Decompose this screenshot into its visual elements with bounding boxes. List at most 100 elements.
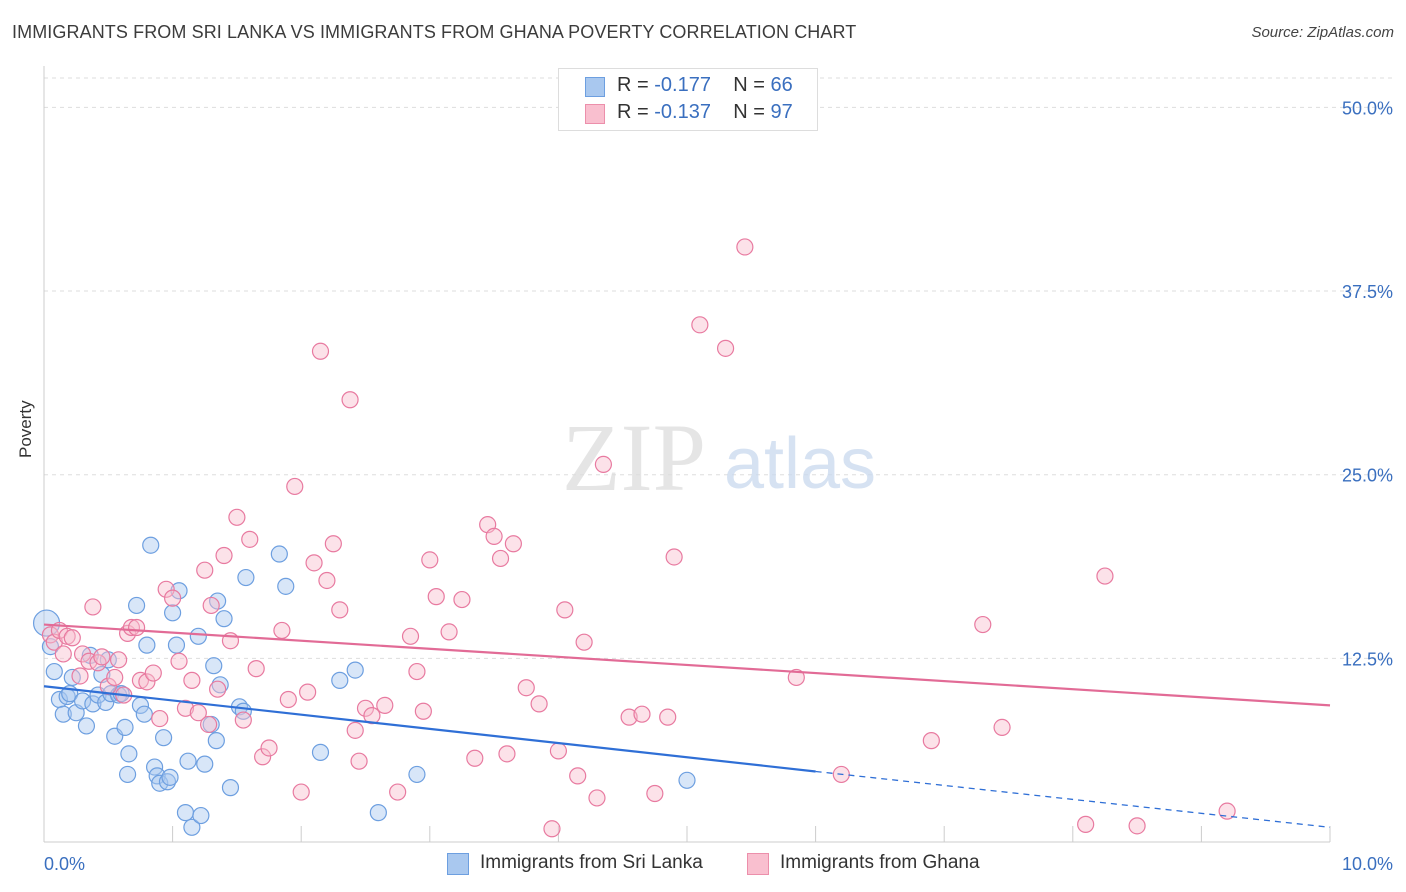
point-sri-lanka	[189, 627, 207, 645]
y-tick-label: 50.0%	[1342, 98, 1393, 118]
point-ghana	[71, 667, 89, 685]
point-ghana	[517, 679, 535, 697]
legend-r-label: R =	[617, 101, 655, 123]
point-ghana	[556, 601, 574, 619]
point-ghana	[1077, 815, 1095, 833]
point-ghana	[324, 535, 342, 553]
chart-title: IMMIGRANTS FROM SRI LANKA VS IMMIGRANTS …	[12, 22, 857, 42]
watermark-zip: ZIP	[562, 404, 706, 511]
watermark-atlas: atlas	[724, 424, 876, 504]
point-ghana	[414, 702, 432, 720]
point-sri-lanka	[270, 545, 288, 563]
series-label-ghana: Immigrants from Ghana	[780, 852, 980, 873]
data-points	[32, 238, 1236, 838]
trend-line-ghana	[43, 623, 1331, 707]
point-ghana	[131, 671, 150, 689]
point-sri-lanka	[207, 732, 225, 750]
point-ghana	[691, 316, 709, 334]
point-ghana	[202, 596, 220, 615]
legend-r-value: -0.177	[654, 74, 711, 96]
point-sri-lanka	[678, 771, 696, 789]
point-ghana	[292, 783, 310, 801]
point-sri-lanka	[164, 604, 182, 622]
point-ghana	[341, 391, 359, 409]
point-ghana	[279, 690, 297, 709]
point-sri-lanka	[73, 692, 92, 710]
point-ghana	[54, 645, 72, 663]
point-ghana	[543, 820, 561, 838]
point-sri-lanka	[237, 568, 255, 587]
legend-n-value: 97	[770, 101, 793, 123]
point-ghana	[440, 623, 458, 641]
x-tick-label-min: 0.0%	[44, 854, 85, 874]
x-tick-label-max: 10.0%	[1342, 854, 1393, 874]
point-ghana	[286, 477, 304, 496]
point-sri-lanka	[346, 661, 364, 679]
point-ghana	[716, 339, 735, 357]
point-ghana	[138, 673, 156, 691]
legend-r-label: R =	[617, 74, 655, 96]
point-sri-lanka	[32, 609, 61, 637]
point-ghana	[498, 745, 516, 763]
point-ghana	[588, 789, 606, 807]
point-sri-lanka	[142, 536, 160, 554]
legend-r-value: -0.137	[654, 101, 711, 123]
point-ghana	[350, 752, 368, 770]
point-ghana	[183, 671, 201, 689]
point-sri-lanka	[369, 804, 387, 822]
point-ghana	[189, 704, 207, 722]
point-ghana	[318, 571, 336, 590]
trend-line-sri-lanka-extrapolated	[815, 770, 1331, 828]
point-ghana	[311, 342, 330, 360]
legend-swatch-sri-lanka	[585, 77, 605, 97]
point-sri-lanka	[116, 718, 134, 737]
series-label-sri-lanka: Immigrants from Sri Lanka	[480, 852, 703, 873]
point-ghana	[209, 680, 227, 698]
point-sri-lanka	[167, 636, 186, 654]
point-ghana	[215, 546, 233, 565]
point-ghana	[144, 664, 162, 682]
point-ghana	[453, 590, 471, 609]
point-ghana	[260, 739, 278, 757]
point-ghana	[993, 718, 1011, 737]
point-ghana	[196, 561, 214, 579]
point-ghana	[170, 652, 188, 670]
point-ghana	[466, 749, 484, 767]
point-ghana	[491, 549, 510, 568]
point-sri-lanka	[84, 695, 102, 713]
point-sri-lanka	[54, 705, 72, 723]
point-sri-lanka	[205, 657, 223, 675]
point-sri-lanka	[135, 705, 153, 723]
point-ghana	[241, 530, 259, 548]
point-ghana	[1096, 567, 1114, 585]
point-sri-lanka	[196, 755, 214, 773]
point-ghana	[504, 535, 522, 553]
point-ghana	[234, 711, 252, 729]
point-sri-lanka	[183, 818, 201, 836]
point-ghana	[427, 588, 445, 606]
point-ghana	[787, 668, 805, 687]
point-sri-lanka	[192, 806, 210, 825]
point-ghana	[1128, 817, 1146, 835]
point-sri-lanka	[176, 804, 195, 822]
point-ghana	[408, 662, 426, 681]
point-ghana	[151, 709, 169, 728]
trend-lines	[43, 623, 1331, 828]
point-sri-lanka	[77, 717, 96, 735]
point-ghana	[922, 732, 940, 750]
point-ghana	[273, 621, 291, 640]
point-sri-lanka	[331, 671, 349, 689]
tick-labels: 12.5% 25.0% 37.5% 50.0% 0.0% 10.0%	[44, 98, 1393, 874]
point-ghana	[122, 618, 141, 637]
point-ghana	[569, 767, 587, 785]
legend-n-label: N =	[733, 101, 771, 123]
point-sri-lanka	[311, 743, 330, 761]
point-ghana	[247, 660, 265, 678]
axes	[43, 66, 1331, 843]
legend-n-label: N =	[733, 74, 771, 96]
point-ghana	[93, 648, 111, 666]
point-ghana	[401, 627, 420, 645]
point-ghana	[594, 455, 613, 474]
point-sri-lanka	[179, 752, 197, 770]
